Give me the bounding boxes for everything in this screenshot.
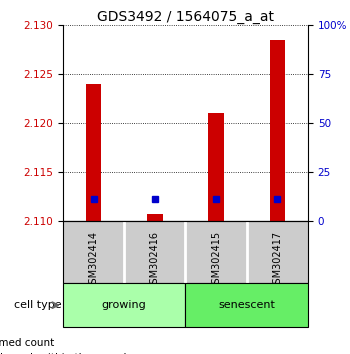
Text: GSM302417: GSM302417 bbox=[272, 231, 282, 290]
Bar bbox=[147, 213, 162, 221]
Text: cell type: cell type bbox=[14, 300, 62, 310]
Bar bbox=[63, 283, 186, 327]
Text: senescent: senescent bbox=[218, 300, 275, 310]
Text: GSM302415: GSM302415 bbox=[211, 231, 221, 290]
Text: GSM302416: GSM302416 bbox=[150, 231, 160, 290]
Bar bbox=[209, 113, 224, 221]
Legend: transformed count, percentile rank within the sample: transformed count, percentile rank withi… bbox=[0, 333, 138, 354]
Text: growing: growing bbox=[102, 300, 147, 310]
Bar bbox=[270, 40, 285, 221]
Text: GSM302414: GSM302414 bbox=[89, 231, 99, 290]
Title: GDS3492 / 1564075_a_at: GDS3492 / 1564075_a_at bbox=[97, 10, 274, 24]
Bar bbox=[86, 84, 101, 221]
Bar bbox=[186, 283, 308, 327]
